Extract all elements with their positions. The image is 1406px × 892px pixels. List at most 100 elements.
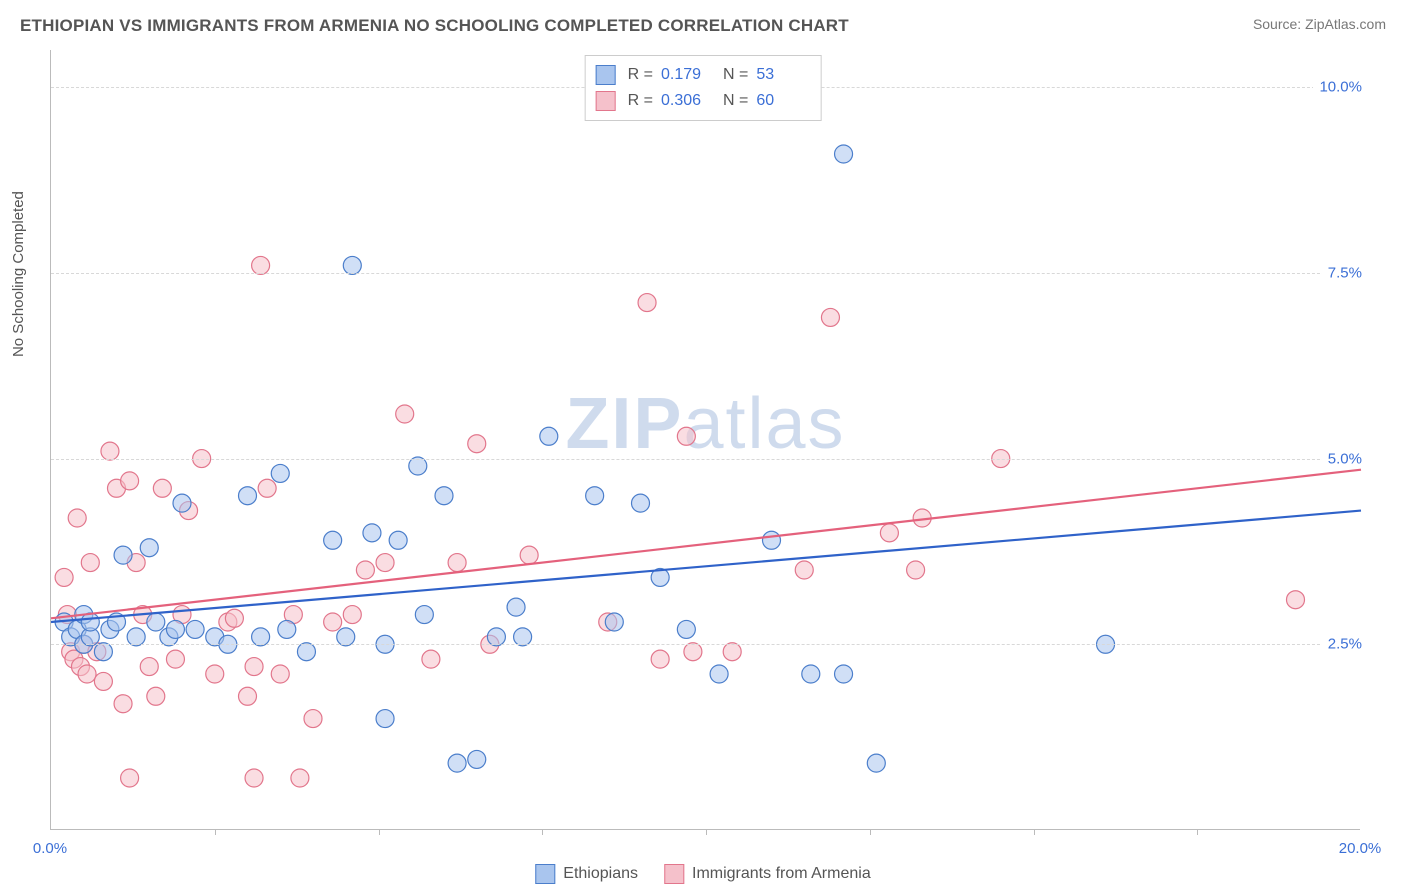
swatch-blue-icon-2 — [535, 864, 555, 884]
data-point — [81, 613, 99, 631]
data-point — [422, 650, 440, 668]
data-point — [605, 613, 623, 631]
data-point — [651, 650, 669, 668]
data-point — [586, 487, 604, 505]
data-point — [337, 628, 355, 646]
data-point — [245, 658, 263, 676]
data-point — [343, 606, 361, 624]
data-point — [173, 494, 191, 512]
data-point — [206, 665, 224, 683]
data-point — [821, 308, 839, 326]
ytick-label: 10.0% — [1313, 79, 1362, 96]
data-point — [291, 769, 309, 787]
data-point — [245, 769, 263, 787]
data-point — [121, 769, 139, 787]
data-point — [81, 554, 99, 572]
r-value-blue: 0.179 — [661, 62, 711, 88]
legend-item-pink: Immigrants from Armenia — [664, 864, 871, 884]
data-point — [166, 620, 184, 638]
data-point — [258, 479, 276, 497]
data-point — [795, 561, 813, 579]
legend-stats-row-blue: R = 0.179 N = 53 — [596, 62, 807, 88]
data-point — [867, 754, 885, 772]
swatch-pink-icon-2 — [664, 864, 684, 884]
data-point — [396, 405, 414, 423]
scatter-svg — [51, 50, 1360, 829]
data-point — [468, 750, 486, 768]
data-point — [140, 658, 158, 676]
data-point — [1287, 591, 1305, 609]
data-point — [324, 613, 342, 631]
legend-item-blue: Ethiopians — [535, 864, 638, 884]
data-point — [723, 643, 741, 661]
data-point — [324, 531, 342, 549]
data-point — [186, 620, 204, 638]
x-axis-label-max: 20.0% — [1339, 840, 1382, 857]
data-point — [684, 643, 702, 661]
data-point — [147, 687, 165, 705]
data-point — [835, 665, 853, 683]
data-point — [140, 539, 158, 557]
trend-line — [51, 511, 1361, 622]
n-value-blue: 53 — [756, 62, 806, 88]
data-point — [94, 643, 112, 661]
data-point — [632, 494, 650, 512]
data-point — [271, 464, 289, 482]
data-point — [487, 628, 505, 646]
data-point — [376, 710, 394, 728]
data-point — [540, 427, 558, 445]
data-point — [835, 145, 853, 163]
data-point — [121, 472, 139, 490]
data-point — [114, 695, 132, 713]
plot-area: ZIPatlas 2.5%5.0%7.5%10.0% — [50, 50, 1360, 830]
xtick — [542, 829, 543, 835]
data-point — [435, 487, 453, 505]
data-point — [343, 256, 361, 274]
ytick-label: 7.5% — [1322, 264, 1362, 281]
x-axis-label-min: 0.0% — [33, 840, 67, 857]
data-point — [101, 442, 119, 460]
xtick — [215, 829, 216, 835]
data-point — [278, 620, 296, 638]
data-point — [409, 457, 427, 475]
swatch-pink-icon — [596, 91, 616, 111]
gridline — [51, 459, 1360, 460]
data-point — [514, 628, 532, 646]
data-point — [363, 524, 381, 542]
data-point — [114, 546, 132, 564]
legend-stats: R = 0.179 N = 53 R = 0.306 N = 60 — [585, 55, 822, 121]
data-point — [252, 256, 270, 274]
data-point — [677, 427, 695, 445]
data-point — [78, 665, 96, 683]
data-point — [520, 546, 538, 564]
data-point — [880, 524, 898, 542]
r-value-pink: 0.306 — [661, 88, 711, 114]
source-label: Source: ZipAtlas.com — [1253, 16, 1386, 32]
data-point — [389, 531, 407, 549]
xtick — [1034, 829, 1035, 835]
n-label: N = — [723, 62, 748, 88]
data-point — [468, 435, 486, 453]
n-label-2: N = — [723, 88, 748, 114]
legend-label-pink: Immigrants from Armenia — [692, 865, 871, 883]
data-point — [376, 554, 394, 572]
legend-label-blue: Ethiopians — [563, 865, 638, 883]
data-point — [271, 665, 289, 683]
data-point — [507, 598, 525, 616]
data-point — [239, 687, 257, 705]
data-point — [68, 509, 86, 527]
data-point — [297, 643, 315, 661]
data-point — [239, 487, 257, 505]
data-point — [448, 754, 466, 772]
data-point — [802, 665, 820, 683]
legend-series: Ethiopians Immigrants from Armenia — [535, 864, 870, 884]
data-point — [147, 613, 165, 631]
swatch-blue-icon — [596, 65, 616, 85]
data-point — [677, 620, 695, 638]
xtick — [1197, 829, 1198, 835]
data-point — [225, 609, 243, 627]
xtick — [870, 829, 871, 835]
xtick — [379, 829, 380, 835]
legend-stats-row-pink: R = 0.306 N = 60 — [596, 88, 807, 114]
data-point — [127, 628, 145, 646]
